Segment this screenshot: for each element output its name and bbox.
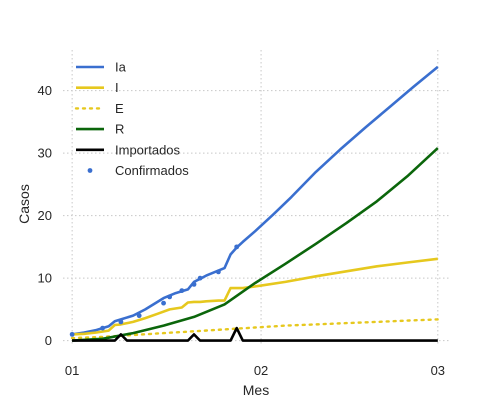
series-r-line [72,147,439,342]
series-confirmados-point [118,319,124,325]
y-tick-label: 10 [38,271,52,286]
series-confirmados-point [216,269,221,275]
series-confirmados-point [191,281,197,287]
plot-area [69,65,439,342]
grid [63,50,450,345]
y-tick-label: 30 [38,146,52,161]
legend-confirmados-label: Confirmados [115,163,189,178]
x-axis-label: Mes [243,382,269,398]
y-tick-label: 20 [38,208,52,223]
series-confirmados-point [161,300,166,306]
x-tick-label: 02 [254,363,268,378]
y-tick-label: 40 [38,83,52,98]
series-confirmados-point [100,325,106,331]
legend-importados-label: Importados [115,142,181,157]
series-confirmados-point [197,275,203,281]
y-tick-label: 0 [45,333,52,348]
tick-labels: 01 02 03 0 10 20 30 40 [38,83,446,378]
y-axis-label: Casos [16,184,32,224]
legend-confirmados-marker [87,168,93,173]
series-i-line [72,257,438,336]
x-tick-label: 01 [65,363,79,378]
series-ia-line [71,65,439,336]
legend: Ia IER Importados Confirmados [74,60,189,178]
legend-r-label: R [115,122,124,137]
series-confirmados-point [179,288,185,294]
legend-i-label: I [115,80,119,95]
series-e-line [70,318,439,340]
legend-e-label: E [115,101,124,116]
legend-ia-label: Ia [115,60,127,75]
series-confirmados-point [69,331,75,337]
series-importados-line [72,326,438,342]
series-confirmados-point [136,313,142,319]
series-confirmados-point [234,244,240,250]
series-confirmados-point [167,294,173,300]
x-tick-label: 03 [431,363,445,378]
